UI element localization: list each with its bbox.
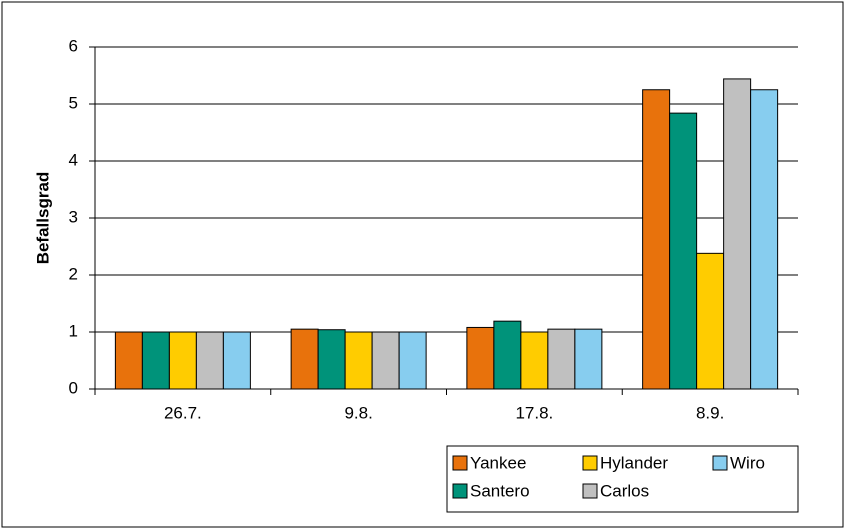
bar xyxy=(642,89,671,390)
y-tick-label: 4 xyxy=(69,150,78,169)
bar xyxy=(750,89,779,390)
y-tick-label: 1 xyxy=(69,321,78,340)
legend-swatch xyxy=(712,455,728,471)
legend-swatch xyxy=(582,483,598,499)
bar xyxy=(398,331,427,390)
y-tick-label: 0 xyxy=(69,378,78,397)
bar xyxy=(466,326,495,390)
legend-box xyxy=(446,445,799,513)
bar xyxy=(344,331,373,390)
x-tick-label: 26.7. xyxy=(164,403,202,422)
bar xyxy=(547,328,576,390)
bar xyxy=(371,331,400,390)
bar xyxy=(493,320,522,390)
bar xyxy=(141,331,170,390)
bar xyxy=(317,329,346,390)
bar xyxy=(669,112,698,390)
bar xyxy=(696,252,725,390)
bar xyxy=(290,328,319,390)
legend-label: Yankee xyxy=(470,453,526,472)
legend-swatch xyxy=(582,455,598,471)
bar xyxy=(114,331,143,390)
x-tick-label: 17.8. xyxy=(515,403,553,422)
legend-swatch xyxy=(452,483,468,499)
legend-label: Santero xyxy=(470,481,530,500)
bar xyxy=(195,331,224,390)
legend-label: Wiro xyxy=(730,453,765,472)
bar xyxy=(723,78,752,390)
y-tick-label: 3 xyxy=(69,207,78,226)
legend-swatch xyxy=(452,455,468,471)
bar xyxy=(222,331,251,390)
x-tick-label: 8.9. xyxy=(696,403,724,422)
y-axis-label: Befallsgrad xyxy=(33,172,52,265)
legend-label: Hylander xyxy=(600,453,668,472)
y-tick-label: 2 xyxy=(69,264,78,283)
legend-label: Carlos xyxy=(600,481,649,500)
bar xyxy=(168,331,197,390)
y-tick-label: 5 xyxy=(69,93,78,112)
y-tick-label: 6 xyxy=(69,36,78,55)
bar xyxy=(520,331,549,390)
bar xyxy=(574,328,603,390)
x-tick-label: 9.8. xyxy=(344,403,372,422)
